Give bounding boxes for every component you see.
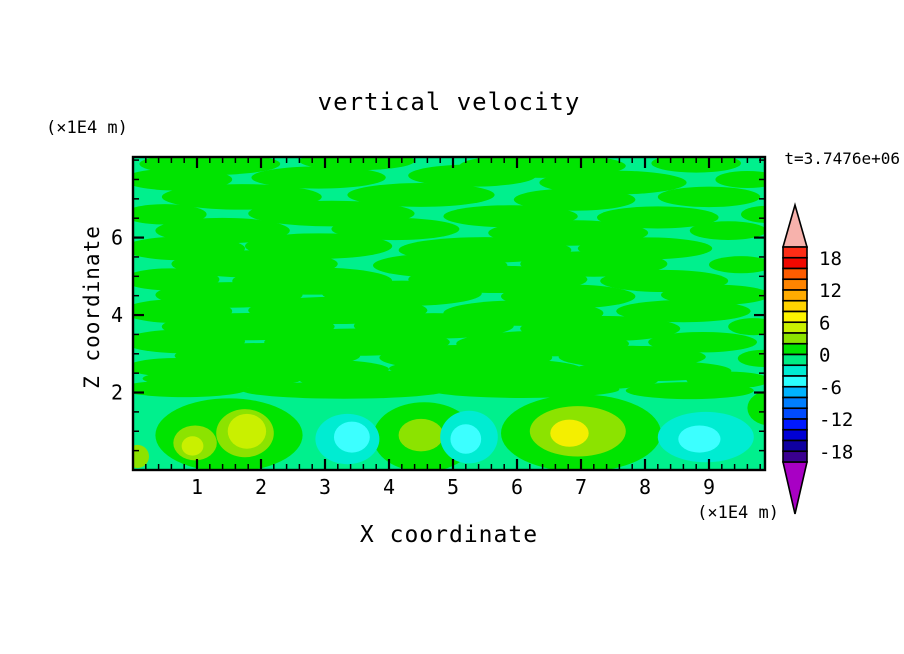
contour-blob-cyan (678, 425, 721, 453)
contour-streak (251, 166, 386, 189)
x-axis-title: X coordinate (359, 522, 539, 548)
contour-blob-ygreen (398, 418, 444, 452)
colorbar-box (782, 364, 808, 377)
colorbar-box (782, 321, 808, 334)
contour-blob-chart (181, 436, 204, 456)
colorbar-box (782, 439, 808, 453)
contour-streak (133, 204, 207, 225)
colorbar-box (782, 256, 808, 270)
colorbar-box (782, 385, 808, 399)
colorbar-tick-label: -12 (819, 409, 853, 431)
contour-blob-chart (227, 413, 267, 449)
colorbar-box (782, 353, 808, 367)
x-tick-label: 9 (703, 475, 715, 499)
z-tick-label: 2 (111, 381, 123, 405)
x-tick-label: 6 (511, 475, 523, 499)
contour-streak (689, 221, 765, 240)
colorbar-tick-label: 12 (819, 280, 842, 302)
colorbar-box (782, 289, 808, 302)
x-tick-label: 1 (191, 475, 203, 499)
contour-streak (728, 318, 765, 336)
colorbar-box (782, 310, 808, 324)
z-tick-label: 4 (111, 303, 123, 327)
chart-title: vertical velocity (317, 88, 581, 116)
colorbar-tick-label: 6 (819, 312, 830, 334)
colorbar-box (782, 332, 808, 345)
contour-streak (513, 188, 636, 211)
contour-streak (161, 184, 322, 210)
x-tick-label: 3 (319, 475, 331, 499)
colorbar-box (782, 418, 808, 431)
colorbar-tick-label: 18 (819, 248, 842, 270)
contour-streak (427, 380, 620, 398)
x-tick-label: 8 (639, 475, 651, 499)
plot-frame (131, 155, 767, 472)
contour-streak (331, 217, 460, 241)
contour-blob-cyan (333, 421, 370, 453)
contour-streak (597, 206, 719, 229)
colorbar-tick-label: 0 (819, 345, 830, 367)
contour-streak (625, 382, 754, 400)
contour-streak (616, 300, 751, 323)
colorbar-box (782, 342, 808, 356)
contour-field (133, 157, 765, 470)
colorbar-box (782, 396, 808, 410)
contour-streak (539, 170, 687, 195)
z-axis-unit-label: (×1E4 m) (46, 118, 128, 138)
colorbar-tick-label: -18 (819, 441, 853, 463)
contour-streak (133, 168, 233, 191)
contour-blob-yellow (550, 419, 589, 447)
contour-streak (737, 349, 765, 367)
colorbar-tick-label: -6 (819, 377, 842, 399)
contour-streak (709, 256, 765, 274)
colorbar: 18 12 6 0 -6 -12 -18 (781, 202, 853, 515)
colorbar-under-arrow (781, 461, 809, 515)
time-stamp-label: t=3.7476e+06 (784, 149, 900, 168)
colorbar-box (782, 246, 808, 259)
x-tick-label: 5 (447, 475, 459, 499)
x-tick-label: 7 (575, 475, 587, 499)
x-tick-label: 4 (383, 475, 395, 499)
contour-blob-green (747, 390, 765, 426)
contour-streak (241, 381, 447, 399)
contour-streak (661, 284, 765, 306)
colorbar-box (782, 267, 808, 281)
contour-streak (651, 157, 741, 173)
contour-streak (133, 380, 249, 398)
x-axis-unit-label: (×1E4 m) (697, 503, 779, 523)
colorbar-box (782, 450, 808, 463)
colorbar-box (782, 407, 808, 420)
colorbar-box (782, 299, 808, 313)
contour-streak (715, 170, 765, 188)
contour-streak (648, 331, 757, 353)
colorbar-box (782, 278, 808, 291)
axis-ticks (133, 157, 765, 470)
x-tick-label: 2 (255, 475, 267, 499)
contour-blob-cyan (450, 424, 482, 454)
contour-streak (347, 183, 495, 207)
z-tick-label: 6 (111, 226, 123, 250)
contour-streak (408, 164, 537, 187)
colorbar-over-arrow (781, 202, 809, 248)
colorbar-box (782, 428, 808, 442)
contour-streak (741, 205, 765, 223)
contour-streak (657, 186, 761, 208)
colorbar-box (782, 375, 808, 388)
